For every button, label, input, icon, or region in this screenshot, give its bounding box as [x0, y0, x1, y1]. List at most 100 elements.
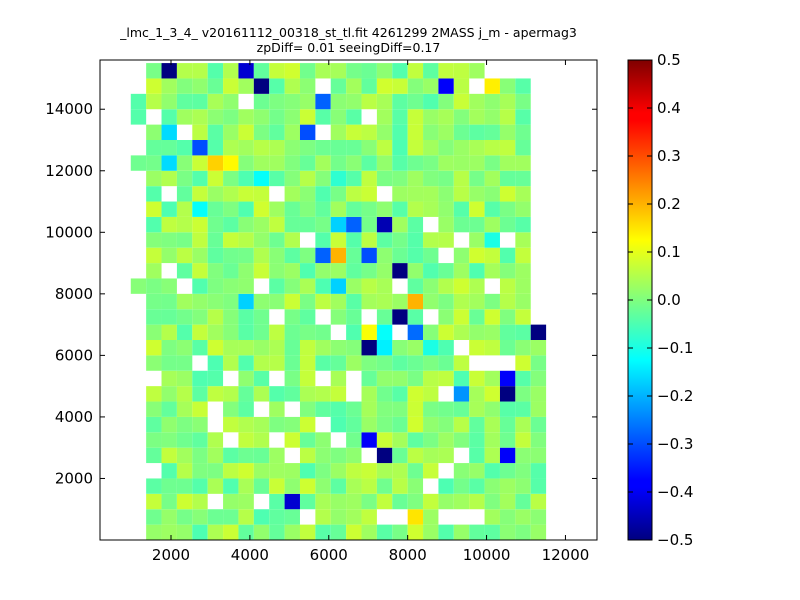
heatmap-cell: [161, 340, 177, 356]
heatmap-cell: [176, 324, 193, 340]
heatmap-cell: [176, 416, 193, 433]
heatmap-cell: [253, 416, 270, 433]
heatmap-cell: [438, 263, 454, 279]
heatmap-cell: [530, 432, 547, 448]
heatmap-cell: [146, 386, 162, 402]
heatmap-cell: [161, 447, 177, 464]
heatmap-cell: [330, 78, 347, 94]
heatmap-cell: [515, 463, 531, 479]
heatmap-cell: [361, 186, 377, 202]
heatmap-cell: [376, 447, 393, 464]
heatmap-cell: [269, 93, 285, 110]
heatmap-cell: [253, 463, 270, 479]
heatmap-cell: [346, 247, 362, 264]
heatmap-cell: [146, 293, 162, 310]
heatmap-cell: [269, 416, 285, 433]
plot-frame: [99, 59, 598, 541]
heatmap-cell: [315, 293, 331, 310]
heatmap-cell: [253, 524, 270, 540]
heatmap-cell: [176, 109, 193, 125]
heatmap-cell: [407, 309, 424, 325]
heatmap-cell: [376, 432, 393, 448]
heatmap-cell: [392, 524, 408, 540]
heatmap-cell: [499, 78, 516, 94]
heatmap-cell: [207, 524, 224, 540]
heatmap-cell: [238, 509, 254, 525]
heatmap-cell: [146, 432, 162, 448]
heatmap-cell: [515, 93, 531, 110]
heatmap-cell: [361, 216, 377, 233]
heatmap-cell: [207, 186, 224, 202]
x-tick-label: 8000: [389, 546, 427, 564]
colorbar-tick-label: −0.3: [657, 435, 693, 453]
heatmap-cell: [299, 401, 316, 417]
colorbar-tick-label: 0.3: [657, 147, 681, 165]
heatmap-cell: [223, 509, 239, 525]
heatmap-cell: [269, 524, 285, 540]
heatmap-cell: [484, 109, 500, 125]
y-tick-label: 2000: [55, 469, 93, 487]
y-tick-label: 6000: [55, 346, 93, 364]
heatmap-cell: [361, 140, 377, 156]
heatmap-cell: [361, 463, 377, 479]
heatmap-cell: [515, 201, 531, 217]
heatmap-cell: [499, 124, 516, 140]
heatmap-cell: [530, 355, 547, 371]
heatmap-cell: [284, 109, 300, 125]
heatmap-cell: [284, 432, 300, 448]
heatmap-cell: [192, 324, 208, 340]
heatmap-cell: [176, 355, 193, 371]
heatmap-cell: [238, 463, 254, 479]
heatmap-cell: [515, 263, 531, 279]
heatmap-cell: [423, 186, 439, 202]
heatmap-cell: [330, 416, 347, 433]
heatmap-cell: [223, 278, 239, 294]
heatmap-cell: [530, 416, 547, 433]
heatmap-cell: [438, 293, 454, 310]
heatmap-cell: [423, 247, 439, 264]
heatmap-cell: [469, 386, 485, 402]
heatmap-cell: [238, 386, 254, 402]
heatmap-cell: [407, 401, 424, 417]
heatmap-cell: [438, 109, 454, 125]
heatmap-cell: [207, 324, 224, 340]
heatmap-cell: [453, 293, 470, 310]
heatmap-cell: [469, 201, 485, 217]
heatmap-cell: [515, 355, 531, 371]
heatmap-cell: [376, 263, 393, 279]
heatmap-cell: [176, 309, 193, 325]
colorbar-axis: −0.5 −0.4 −0.3 −0.2 −0.1 0.0 0.1 0.2 0.3 0.4 0.5: [628, 51, 693, 549]
heatmap-cell: [299, 263, 316, 279]
heatmap-cell: [176, 386, 193, 402]
heatmap-cell: [453, 524, 470, 540]
heatmap-cell: [438, 124, 454, 140]
heatmap-cell: [238, 293, 254, 310]
heatmap-cell: [376, 93, 393, 110]
heatmap-cell: [207, 293, 224, 310]
heatmap-cell: [438, 478, 454, 494]
heatmap-cell: [330, 478, 347, 494]
heatmap-cell: [499, 386, 516, 402]
heatmap-cell: [515, 478, 531, 494]
heatmap-cell: [453, 355, 470, 371]
heatmap-cell: [315, 509, 331, 525]
heatmap-cell: [299, 155, 316, 171]
heatmap-cell: [392, 263, 408, 279]
heatmap-cell: [423, 63, 439, 79]
heatmap-cell: [484, 324, 500, 340]
heatmap-cell: [161, 493, 177, 510]
heatmap-cell: [453, 201, 470, 217]
heatmap-cell: [407, 263, 424, 279]
heatmap-cell: [453, 247, 470, 264]
heatmap-cell: [330, 447, 347, 464]
heatmap-cell: [299, 340, 316, 356]
heatmap-cell: [192, 478, 208, 494]
heatmap-cell: [499, 478, 516, 494]
colorbar-tick-label: 0.1: [657, 243, 681, 261]
heatmap-cell: [346, 524, 362, 540]
heatmap-cell: [376, 124, 393, 140]
heatmap-cell: [499, 340, 516, 356]
heatmap-cell: [515, 186, 531, 202]
heatmap-cell: [499, 109, 516, 125]
heatmap-cell: [499, 447, 516, 464]
